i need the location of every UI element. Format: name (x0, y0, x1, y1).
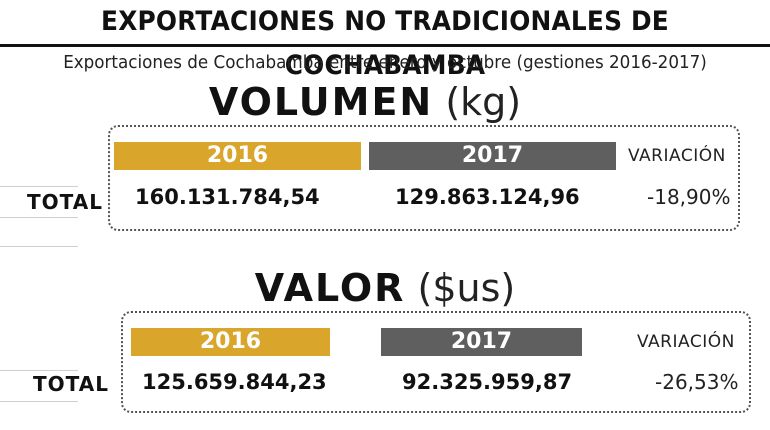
valor-heading: VALOR ($us) (0, 266, 770, 310)
side-divider (0, 401, 78, 402)
volumen-variation-header: VARIACIÓN (628, 146, 726, 166)
valor-variation-value: -26,53% (655, 370, 739, 394)
valor-heading-text: VALOR (254, 266, 406, 310)
volumen-total-2017: 129.863.124,96 (395, 185, 580, 209)
valor-table-box (121, 311, 751, 413)
side-divider (0, 217, 78, 218)
side-divider (0, 370, 78, 371)
volumen-year-2017-header: 2017 (369, 142, 616, 170)
side-divider (0, 186, 78, 187)
volumen-variation-value: -18,90% (647, 185, 731, 209)
valor-unit: ($us) (417, 266, 516, 310)
infographic-subtitle: Exportaciones de Cochabamba entre enero … (63, 52, 707, 73)
title-underline (0, 44, 770, 47)
volumen-table-box (108, 125, 740, 231)
volumen-heading: VOLUMEN (kg) (0, 80, 750, 124)
volumen-year-2016-header: 2016 (114, 142, 361, 170)
valor-year-2017-header: 2017 (381, 328, 582, 356)
volumen-heading-text: VOLUMEN (208, 80, 434, 124)
valor-total-2017: 92.325.959,87 (402, 370, 573, 394)
infographic-title: EXPORTACIONES NO TRADICIONALES DE COCHAB… (101, 6, 669, 81)
valor-total-2016: 125.659.844,23 (142, 370, 327, 394)
volumen-unit: (kg) (445, 80, 522, 124)
valor-year-2016-header: 2016 (131, 328, 330, 356)
valor-variation-header: VARIACIÓN (637, 332, 735, 352)
volumen-total-2016: 160.131.784,54 (135, 185, 320, 209)
volumen-total-label: TOTAL (27, 190, 103, 214)
valor-total-label: TOTAL (33, 372, 109, 396)
side-divider (0, 246, 78, 247)
